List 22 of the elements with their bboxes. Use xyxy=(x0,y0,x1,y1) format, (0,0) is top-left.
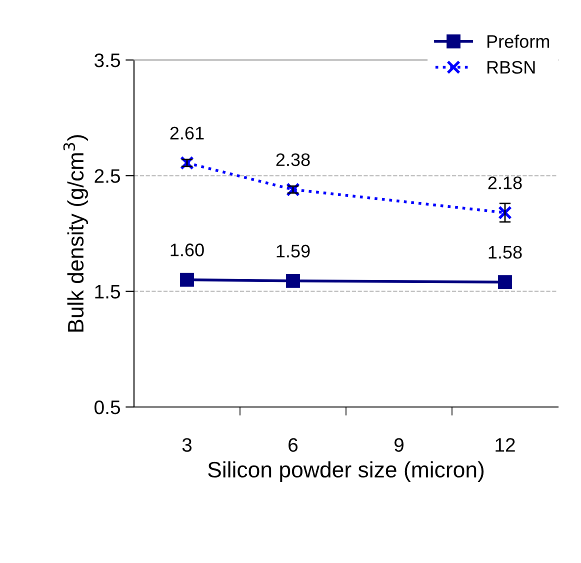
x-tick-label: 3 xyxy=(182,438,192,452)
legend-label: Preform xyxy=(488,34,550,48)
x-tick-label: 12 xyxy=(496,438,515,452)
data-label: 1.60 xyxy=(170,244,204,256)
point xyxy=(498,206,512,220)
x-tick-label: 9 xyxy=(394,438,404,452)
point xyxy=(498,275,512,290)
x-axis-title: Silicon powder size (micron) xyxy=(208,461,484,482)
y-axis-title: Bulk density (g/cm$^{3}$) xyxy=(63,135,88,332)
data-label: 1.58 xyxy=(488,246,522,259)
data-label: 1.59 xyxy=(276,244,310,258)
data-label: 2.18 xyxy=(488,176,522,190)
y-tick-label: 2.5 xyxy=(94,169,120,183)
y-tick-label: 0.5 xyxy=(94,400,120,414)
legend-label: RBSN xyxy=(488,60,535,74)
y-tick-label: 3.5 xyxy=(94,53,120,68)
x-tick-label: 6 xyxy=(288,438,298,452)
data-label: 2.61 xyxy=(170,126,204,140)
data-label: 2.38 xyxy=(276,153,310,166)
point xyxy=(286,274,300,288)
y-tick-label: 1.5 xyxy=(95,285,120,299)
point xyxy=(180,272,194,287)
